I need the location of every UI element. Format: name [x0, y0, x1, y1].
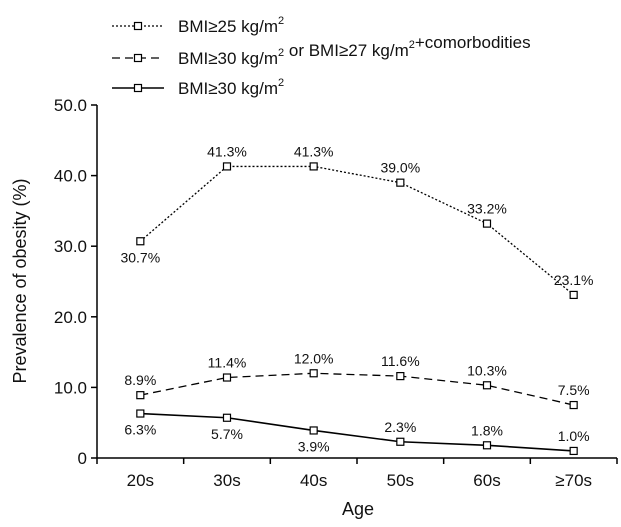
data-label: 33.2%	[467, 201, 507, 217]
data-label: 12.0%	[294, 350, 334, 366]
x-tick-label: 60s	[473, 471, 500, 490]
data-point-marker	[569, 400, 578, 410]
data-label: 7.5%	[558, 382, 590, 398]
data-point-marker	[482, 441, 492, 450]
series-line	[140, 412, 574, 452]
x-tick-label: 40s	[300, 471, 327, 490]
x-tick-label: 30s	[213, 471, 240, 490]
legend-label: BMI≥30 kg/m2 or BMI≥27 kg/m2+comorboditi…	[178, 33, 531, 68]
y-tick-label: 20.0	[54, 308, 87, 327]
data-label: 1.0%	[558, 428, 590, 444]
data-label: 41.3%	[207, 143, 247, 159]
y-tick-label: 0	[78, 449, 87, 468]
data-label: 1.8%	[471, 422, 503, 438]
data-point-marker	[309, 162, 318, 171]
y-axis-label: Prevalence of obesity (%)	[10, 178, 30, 383]
data-point-marker	[569, 290, 578, 300]
series-layer: 30.7% 41.3% 41.3% 39.0% 33.2% 23.1% 8.9% 11.4% 1…	[120, 143, 594, 456]
x-tick-label: 20s	[127, 471, 154, 490]
series-dotted: 30.7% 41.3% 41.3% 39.0% 33.2% 23.1%	[120, 143, 594, 300]
data-label: 6.3%	[124, 422, 156, 438]
data-point-marker	[222, 413, 232, 422]
x-tick-label: ≥70s	[555, 471, 592, 490]
x-axis-label: Age	[342, 499, 374, 519]
series-line	[139, 165, 575, 296]
series-line	[140, 372, 574, 406]
data-point-marker	[309, 426, 318, 435]
data-point-marker	[482, 381, 492, 390]
data-point-marker	[309, 369, 318, 378]
x-tick-label: 50s	[387, 471, 414, 490]
legend-item-dashed: BMI≥30 kg/m2 or BMI≥27 kg/m2+comorboditi…	[112, 33, 531, 68]
data-point-marker	[222, 162, 232, 171]
legend-item-solid: BMI≥30 kg/m2	[112, 77, 284, 98]
data-label: 5.7%	[211, 426, 243, 442]
data-label: 8.9%	[124, 372, 156, 388]
data-point-marker	[136, 237, 145, 246]
data-label: 30.7%	[120, 249, 160, 265]
data-point-marker	[569, 446, 578, 456]
legend-label: BMI≥30 kg/m2	[178, 77, 284, 98]
data-point-marker	[396, 372, 405, 381]
data-point-marker	[136, 391, 145, 400]
legend-item-dotted: BMI≥25 kg/m2	[112, 15, 284, 36]
legend-label: BMI≥25 kg/m2	[178, 15, 284, 36]
data-label: 41.3%	[294, 143, 334, 159]
y-tick-label: 30.0	[54, 237, 87, 256]
y-tick-label: 10.0	[54, 378, 87, 397]
data-point-marker	[222, 373, 232, 382]
legend-marker	[133, 21, 143, 31]
data-label: 39.0%	[380, 160, 420, 176]
data-label: 2.3%	[384, 419, 416, 435]
data-point-marker	[136, 409, 145, 418]
legend-marker	[133, 83, 143, 93]
y-tick-label: 40.0	[54, 167, 87, 186]
data-label: 11.4%	[208, 355, 247, 371]
legend-marker	[133, 53, 143, 63]
y-tick-label: 50.0	[54, 96, 87, 115]
data-point-marker	[396, 178, 405, 187]
axes: 0 10.0 20.0 30.0 40.0 50.0 20s 30s 40s 50s 60s ≥70s	[54, 96, 618, 490]
series-solid: 6.3% 5.7% 3.9% 2.3% 1.8% 1.0%	[124, 409, 590, 456]
series-dashed: 8.9% 11.4% 12.0% 11.6% 10.3% 7.5%	[124, 350, 590, 410]
data-point-marker	[396, 437, 405, 446]
data-label: 23.1%	[554, 272, 594, 288]
data-label: 11.6%	[381, 353, 420, 369]
data-label: 3.9%	[298, 438, 330, 454]
data-label: 10.3%	[467, 362, 507, 378]
data-point-marker	[482, 219, 492, 228]
